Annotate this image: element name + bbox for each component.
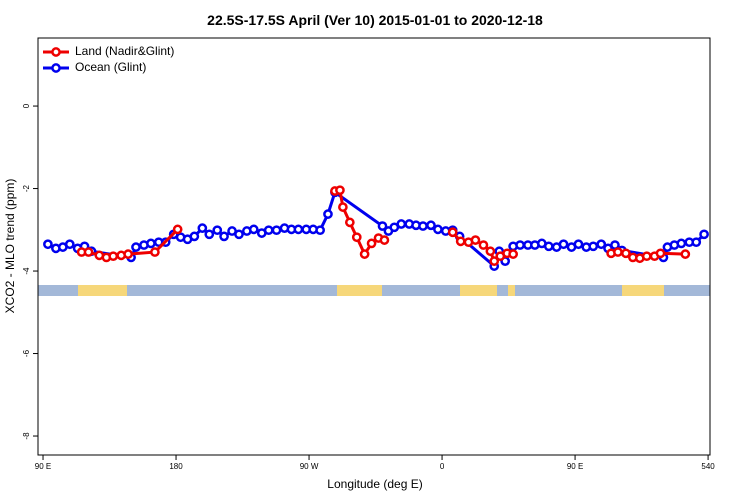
point [108, 251, 119, 262]
point [377, 221, 388, 231]
point [150, 247, 160, 257]
point [621, 248, 631, 259]
point [418, 221, 428, 231]
point [680, 249, 691, 259]
point [470, 235, 481, 245]
point [691, 237, 702, 248]
point [508, 249, 518, 259]
x-tick-label: 180 [169, 462, 183, 471]
series-line [47, 189, 706, 269]
point [197, 223, 208, 233]
point [655, 248, 666, 259]
point [396, 219, 407, 229]
point [212, 225, 223, 236]
land-ocean-strip [38, 285, 710, 296]
legend-label: Land (Nadir&Glint) [75, 44, 174, 58]
x-tick-label: 0 [440, 462, 445, 471]
y-tick-label: 0 [22, 103, 31, 108]
point [699, 229, 709, 240]
y-tick-label: -6 [22, 349, 31, 357]
x-tick-label: 540 [701, 462, 715, 471]
land-strip [508, 285, 515, 296]
legend-label: Ocean (Glint) [75, 60, 146, 74]
point [596, 239, 607, 250]
point [234, 229, 244, 240]
point [379, 235, 390, 245]
x-tick-label: 90 E [567, 462, 583, 471]
point [271, 225, 282, 236]
point [344, 217, 355, 228]
point [64, 239, 75, 250]
point [248, 224, 259, 235]
point [172, 224, 183, 235]
point [204, 229, 215, 240]
land-strip [78, 285, 127, 296]
point [478, 240, 489, 250]
point [351, 232, 362, 243]
point [426, 220, 436, 231]
land-strip [337, 285, 382, 296]
point [293, 224, 304, 235]
y-tick-label: -2 [22, 184, 31, 192]
point [543, 241, 554, 252]
point [641, 251, 652, 262]
point [123, 249, 134, 259]
point [359, 249, 370, 259]
point [43, 239, 53, 250]
chart-title: 22.5S-17.5S April (Ver 10) 2015-01-01 to… [207, 12, 543, 28]
point [676, 238, 687, 249]
plot-frame [37, 37, 711, 456]
point [83, 247, 94, 257]
point [433, 224, 443, 235]
point [515, 240, 525, 250]
land-strip [622, 285, 664, 296]
y-axis-label: XCO2 - MLO trend (ppm) [3, 179, 17, 314]
point [588, 241, 599, 252]
point [558, 239, 569, 250]
point [146, 238, 156, 249]
point [338, 202, 348, 212]
point [455, 236, 466, 247]
point [131, 242, 141, 252]
legend-marker [51, 63, 61, 73]
point [573, 239, 584, 250]
point [485, 246, 496, 257]
legend-marker [51, 47, 61, 57]
y-tick-label: -8 [22, 432, 31, 440]
point [263, 225, 274, 236]
x-tick-label: 90 E [35, 462, 51, 471]
x-tick-label: 90 W [300, 462, 319, 471]
y-tick-label: -4 [22, 267, 31, 275]
point [335, 185, 345, 196]
point [366, 238, 377, 249]
point [189, 231, 200, 242]
point [315, 225, 325, 236]
point [447, 227, 458, 238]
land-strip [460, 285, 497, 296]
x-axis-label: Longitude (deg E) [327, 477, 422, 491]
point [613, 247, 623, 257]
point [489, 256, 500, 266]
point [323, 209, 333, 219]
point [219, 231, 229, 242]
